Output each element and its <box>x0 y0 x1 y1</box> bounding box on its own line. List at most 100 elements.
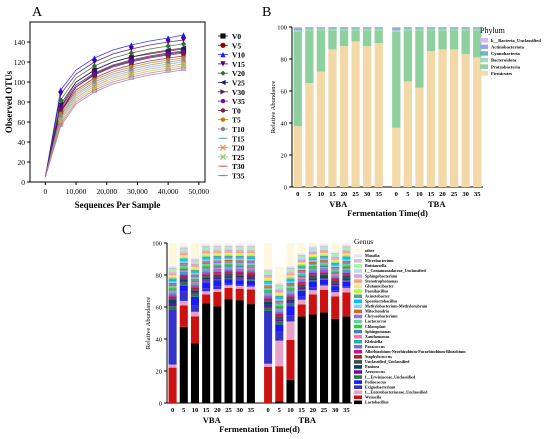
legend-label: Firmicutes <box>491 71 512 76</box>
bar-segment <box>179 255 188 257</box>
bar-segment <box>331 275 340 277</box>
bar-stack <box>275 267 284 403</box>
bar-segment <box>224 257 233 259</box>
panel-b-phylum-stacked-bar: 0 20 40 60 80 100 0 5 10 15 20 25 30 35 0 5 10 15 20 25 30 35… <box>270 25 541 219</box>
legend-swatch <box>354 269 362 273</box>
bar-segment <box>374 27 383 29</box>
legend-swatch <box>354 324 362 329</box>
bar-segment <box>235 284 244 286</box>
bar-segment <box>168 367 177 403</box>
y-axis-label: Observed OTUs <box>4 70 14 133</box>
bar-segment <box>308 255 317 258</box>
bar-segment <box>297 283 306 285</box>
bar-segment <box>213 263 222 265</box>
legend-swatch <box>354 314 362 319</box>
y-tick-label: 60 <box>281 89 288 96</box>
bar-segment <box>320 272 329 275</box>
legend-swatch <box>354 249 362 253</box>
bar-segment <box>297 296 306 300</box>
bar-segment <box>297 275 306 278</box>
bar-segment <box>235 288 244 301</box>
bar-segment <box>342 316 351 403</box>
x-tick-label: 25 <box>321 407 328 414</box>
data-point <box>91 82 98 90</box>
bar-segment <box>224 250 233 252</box>
bar-segment <box>179 243 188 247</box>
bar-segment <box>293 31 302 127</box>
bar-segment <box>286 321 295 340</box>
bar-segment <box>320 255 329 258</box>
series-line <box>44 52 184 178</box>
bar-segment <box>213 289 222 293</box>
bar-segment <box>403 27 413 29</box>
legend-swatch <box>354 264 362 268</box>
bar-segment <box>305 27 314 29</box>
bar-segment <box>235 263 244 265</box>
bar-segment <box>426 51 436 187</box>
bar-segment <box>286 281 295 283</box>
data-point <box>220 61 226 67</box>
bar-segment <box>331 269 340 272</box>
bar-segment <box>308 260 317 262</box>
bar-segment <box>168 293 177 296</box>
bar-segment <box>331 254 340 256</box>
bar-segment <box>246 286 255 290</box>
bar-segment <box>202 279 211 281</box>
bar-segment <box>235 250 244 252</box>
x-tick-label: 10 <box>287 407 294 414</box>
bar-segment <box>264 307 273 311</box>
bar-segment <box>308 268 317 271</box>
bar-stack <box>190 243 199 403</box>
bar-stack <box>339 27 349 188</box>
bar-segment <box>246 264 255 267</box>
bar-segment <box>213 264 222 267</box>
bar-segment <box>213 260 222 262</box>
x-tick-label: 15 <box>203 407 210 414</box>
bar-segment <box>264 273 273 275</box>
bar-segment <box>235 277 244 279</box>
x-tick-label: 15 <box>329 191 336 198</box>
bar-segment <box>449 27 459 29</box>
bar-segment <box>275 291 284 293</box>
y-tick-label: 100 <box>277 25 287 32</box>
bar-segment <box>331 276 340 279</box>
bar-segment <box>461 28 470 29</box>
bar-segment <box>202 276 211 278</box>
y-tick-label: 100 <box>14 78 26 87</box>
bar-segment <box>331 265 340 267</box>
bar-segment <box>339 46 349 188</box>
bar-segment <box>297 271 306 273</box>
bar-stack <box>246 243 255 403</box>
bar-segment <box>264 295 273 298</box>
bar-segment <box>308 271 317 273</box>
data-point <box>129 66 134 72</box>
data-point <box>219 153 227 160</box>
bar-segment <box>293 126 302 187</box>
bar-segment <box>246 250 255 252</box>
x-tick-label: 0 <box>266 407 269 414</box>
legend-label: f__Comamonadaceae_Unclassified <box>365 268 426 273</box>
legend-label: Massilia <box>365 253 380 258</box>
bar-segment <box>331 262 340 265</box>
x-tick-label: 10 <box>416 191 423 198</box>
bar-segment <box>308 247 317 249</box>
legend-label: Sphingobacterium <box>365 273 398 278</box>
bar-segment <box>308 270 317 272</box>
bar-segment <box>320 269 329 272</box>
bar-segment <box>297 286 306 288</box>
legend-label: T0 <box>232 106 241 115</box>
bar-segment <box>190 290 199 293</box>
bar-segment <box>264 301 273 305</box>
legend-label: Microbacterium <box>365 258 394 263</box>
bar-segment <box>331 279 340 281</box>
bar-segment <box>168 281 177 283</box>
bar-segment <box>202 244 211 247</box>
bar-segment <box>342 257 351 260</box>
x-tick-label: 10,000 <box>66 187 87 196</box>
x-tick-label: 0 <box>43 187 47 196</box>
legend-label: Aerococcus <box>365 369 385 374</box>
series-line <box>44 69 184 178</box>
data-point <box>180 60 187 68</box>
series-line <box>44 43 184 178</box>
bar-segment <box>202 259 211 262</box>
